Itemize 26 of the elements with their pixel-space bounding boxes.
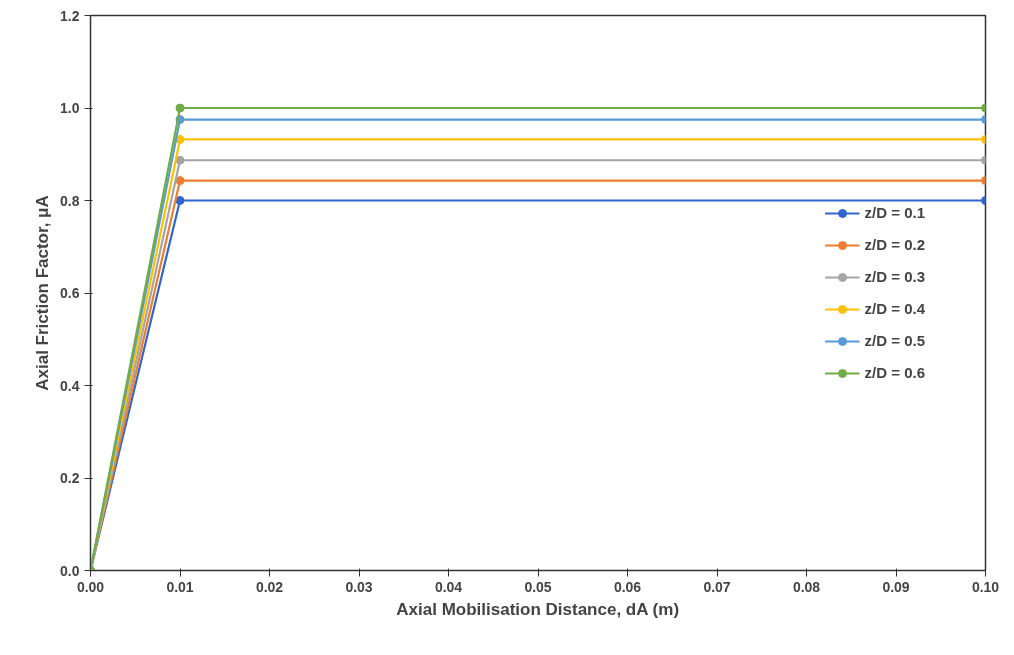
legend-label: z/D = 0.6 xyxy=(864,364,925,381)
x-tick-label: 0.09 xyxy=(882,578,910,595)
y-axis-title: Axial Friction Factor, μA xyxy=(33,195,53,391)
y-tick-label: 0.4 xyxy=(60,377,80,394)
x-tick-label: 0.08 xyxy=(792,578,821,595)
legend-label: z/D = 0.5 xyxy=(864,332,925,349)
x-tick-label: 0.04 xyxy=(434,578,463,595)
legend-label: z/D = 0.2 xyxy=(864,236,925,253)
y-tick-label: 1.2 xyxy=(60,7,80,24)
y-tick-label: 1.0 xyxy=(60,100,80,116)
x-axis-title: Axial Mobilisation Distance, dA (m) xyxy=(396,599,680,619)
x-tick-label: 0.10 xyxy=(971,578,1000,595)
x-tick-label: 0.01 xyxy=(166,578,194,595)
x-tick-label: 0.00 xyxy=(76,578,105,595)
y-tick-label: 0.6 xyxy=(60,285,80,301)
x-tick-label: 0.06 xyxy=(613,578,642,595)
legend-label: z/D = 0.3 xyxy=(864,268,925,285)
legend-label: z/D = 0.1 xyxy=(864,204,925,221)
x-tick-label: 0.02 xyxy=(255,578,284,595)
legend-label: z/D = 0.4 xyxy=(864,300,925,317)
y-tick-label: 0.0 xyxy=(60,562,80,579)
x-tick-label: 0.07 xyxy=(703,578,731,595)
x-tick-label: 0.03 xyxy=(345,578,373,595)
y-tick-label: 0.8 xyxy=(60,192,80,209)
x-tick-label: 0.05 xyxy=(524,578,552,595)
y-tick-label: 0.2 xyxy=(60,470,80,486)
